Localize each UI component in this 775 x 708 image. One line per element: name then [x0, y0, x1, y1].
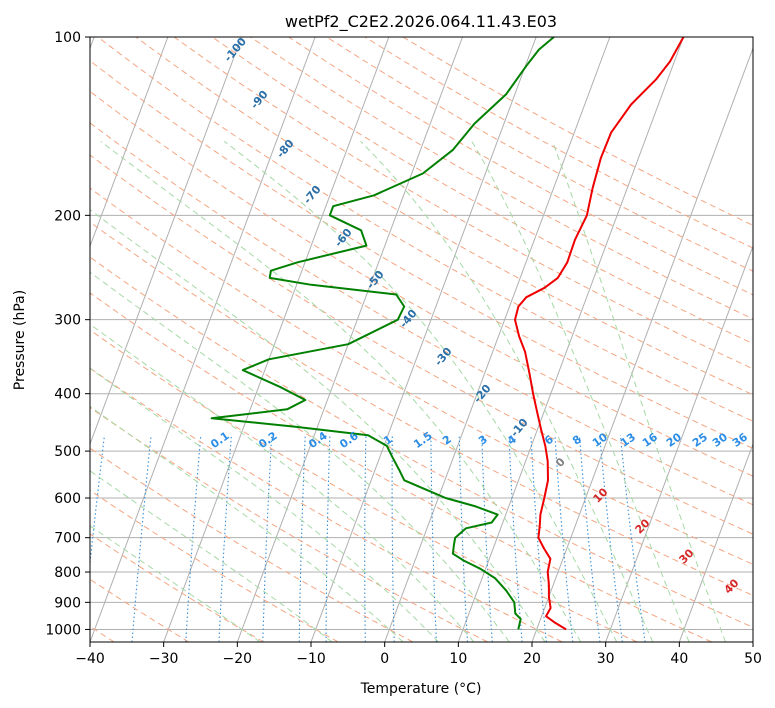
isotherm-line — [457, 37, 684, 642]
isotherm-line — [384, 37, 611, 642]
x-tick-label: −20 — [223, 651, 253, 667]
isotherm-line — [90, 37, 242, 446]
x-tick-label: −10 — [296, 651, 326, 667]
y-tick-label: 600 — [54, 491, 81, 507]
mixing-ratio-line — [554, 435, 574, 642]
mixing-ratio-line — [262, 435, 273, 642]
mixing-ratio-line — [458, 435, 469, 642]
y-tick-label: 800 — [54, 565, 81, 581]
dry-adiabat-line — [90, 533, 264, 642]
x-tick-label: 40 — [670, 651, 688, 667]
y-tick-label: 100 — [54, 30, 81, 46]
chart-title: wetPf2_C2E2.2026.064.11.43.E03 — [285, 12, 557, 32]
y-tick-label: 300 — [54, 313, 81, 329]
y-axis-title: Pressure (hPa) — [12, 290, 28, 390]
dry-adiabat-line — [90, 256, 753, 628]
isotherm-line — [90, 37, 316, 642]
y-tick-label: 700 — [54, 531, 81, 547]
dry-adiabat-line — [90, 187, 753, 565]
dry-adiabat-line — [90, 406, 488, 642]
moist-adiabat-line — [90, 323, 475, 642]
moist-adiabat-line — [90, 271, 510, 642]
temperature-profile-line — [514, 37, 685, 631]
dry-adiabat-line — [90, 292, 712, 642]
mixing-ratio-line — [578, 435, 601, 642]
plot-frame — [89, 36, 754, 643]
y-tick-label: 400 — [54, 387, 81, 403]
x-tick-label: 0 — [380, 651, 389, 667]
dry-adiabat-line — [90, 489, 339, 642]
moist-adiabat-line — [90, 405, 404, 642]
y-tick-label: 200 — [54, 208, 81, 224]
moist-adiabat-line — [360, 140, 654, 642]
mixing-ratio-line — [325, 435, 331, 642]
isotherm-line — [310, 37, 537, 642]
dry-adiabat-line — [90, 90, 753, 477]
x-axis-title: Temperature (°C) — [360, 681, 482, 697]
moist-adiabat-line — [552, 141, 727, 642]
dry-adiabat-line — [90, 154, 753, 535]
dry-adiabat-line — [135, 37, 753, 396]
x-tick-label: 20 — [523, 651, 541, 667]
isotherm-line — [531, 46, 753, 642]
y-tick-label: 500 — [54, 444, 81, 460]
isotherm-line — [605, 244, 753, 642]
moist-adiabat-line — [223, 140, 618, 642]
y-tick-label: 1000 — [45, 622, 81, 638]
dry-adiabat-line — [90, 122, 753, 506]
moist-adiabat-line — [90, 525, 261, 642]
y-tick-label: 900 — [54, 595, 81, 611]
mixing-ratio-line — [131, 435, 152, 642]
x-tick-label: −30 — [149, 651, 179, 667]
mixing-ratio-line — [185, 435, 202, 642]
mixing-ratio-line — [599, 435, 623, 642]
mixing-ratio-line — [391, 435, 395, 642]
isotherm-line — [90, 37, 169, 248]
dry-adiabat-line — [288, 37, 753, 296]
mixing-ratio-line — [619, 435, 646, 642]
x-tick-label: 50 — [744, 651, 762, 667]
dry-adiabat-line — [97, 37, 753, 422]
moist-adiabat-line — [90, 367, 439, 642]
mixing-ratio-line — [530, 435, 547, 642]
dry-adiabat-line — [90, 367, 563, 642]
dry-adiabat-line — [250, 37, 753, 320]
mixing-ratio-line — [364, 435, 367, 642]
isotherm-line — [678, 442, 753, 642]
mixing-ratio-line — [218, 435, 232, 642]
moist-adiabat-line — [471, 141, 690, 642]
x-tick-label: −40 — [75, 651, 105, 667]
moist-adiabat-line — [100, 140, 582, 642]
x-tick-label: 30 — [597, 651, 615, 667]
mixing-ratio-line — [430, 435, 437, 642]
isotherm-line — [163, 37, 390, 642]
dewpoint-profile-line — [210, 37, 555, 630]
isotherm-line — [236, 37, 463, 642]
x-tick-label: 10 — [449, 651, 467, 667]
